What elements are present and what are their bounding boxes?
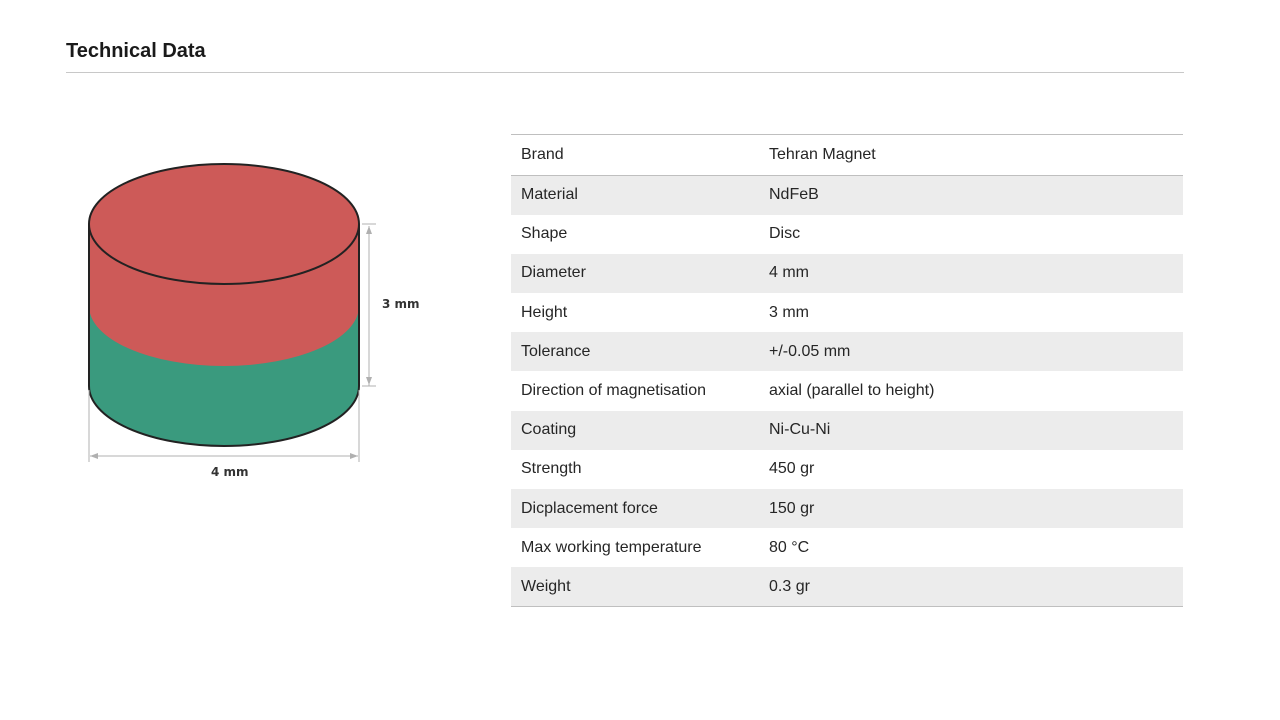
width-dimension — [88, 390, 360, 462]
table-row: Height 3 mm — [511, 293, 1183, 332]
spec-value: Tehran Magnet — [769, 146, 876, 163]
spec-value: NdFeB — [769, 186, 819, 204]
spec-value: axial (parallel to height) — [769, 382, 935, 400]
title-divider — [66, 72, 1184, 73]
spec-label: Brand — [521, 146, 564, 163]
table-row: Diameter 4 mm — [511, 253, 1183, 294]
spec-value: 4 mm — [769, 264, 809, 282]
spec-label: Tolerance — [521, 342, 591, 360]
width-dimension-label: 4 mm — [211, 465, 249, 479]
spec-value: 150 gr — [769, 499, 815, 517]
spec-label: Coating — [521, 421, 577, 439]
table-row: Max working temperature 80 °C — [511, 528, 1183, 567]
spec-label: Strength — [521, 460, 582, 478]
table-row: Strength 450 gr — [511, 450, 1183, 489]
table-row: Tolerance +/-0.05 mm — [511, 332, 1183, 372]
spec-value: +/-0.05 mm — [769, 342, 851, 360]
top-face — [88, 163, 360, 285]
spec-label: Material — [521, 186, 578, 204]
spec-value: Disc — [769, 225, 801, 243]
technical-data-table: Brand Tehran Magnet Material NdFeB Shape Disc… — [511, 134, 1183, 608]
spec-label: Weight — [521, 577, 571, 595]
spec-value: 3 mm — [769, 303, 809, 321]
spec-value: 80 °C — [769, 538, 810, 556]
spec-label: Height — [521, 303, 568, 321]
spec-label: Diameter — [521, 264, 586, 282]
spec-label: Direction of magnetisation — [521, 382, 706, 400]
cylinder-outline — [88, 224, 360, 447]
spec-value: Ni-Cu-Ni — [769, 421, 831, 439]
table-row: Brand Tehran Magnet — [511, 135, 1183, 176]
table-row: Weight 0.3 gr — [511, 567, 1183, 607]
spec-label: Dicplacement force — [521, 499, 658, 517]
spec-value: 450 gr — [769, 460, 815, 478]
disc-magnet-diagram: 3 mm 4 mm — [88, 163, 420, 479]
table-row: Direction of magnetisation axial (paralle… — [511, 371, 1183, 410]
height-dimension-label: 3 mm — [382, 297, 420, 311]
table-row: Material NdFeB — [511, 175, 1183, 215]
page-title: Technical Data — [66, 40, 206, 62]
height-dimension — [362, 223, 376, 387]
table-row: Dicplacement force 150 gr — [511, 489, 1183, 529]
spec-value: 0.3 gr — [769, 577, 810, 595]
table-row: Coating Ni-Cu-Ni — [511, 410, 1183, 450]
table-row: Shape Disc — [511, 215, 1183, 254]
spec-label: Max working temperature — [521, 538, 702, 556]
spec-label: Shape — [521, 225, 568, 243]
